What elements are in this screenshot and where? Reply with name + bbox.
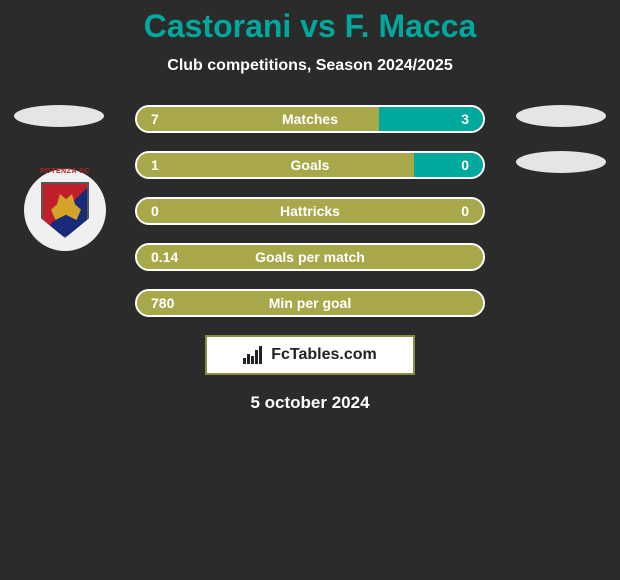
bar-left: [137, 107, 379, 131]
stat-value-left: 0.14: [151, 249, 178, 265]
stat-value-right: 0: [461, 203, 469, 219]
subtitle: Club competitions, Season 2024/2025: [0, 57, 620, 75]
stat-row: 7 Matches 3: [0, 105, 620, 133]
page-title: Castorani vs F. Macca: [0, 8, 620, 45]
stat-value-right: 3: [461, 111, 469, 127]
stat-row: 0 Hattricks 0: [0, 197, 620, 225]
stat-bar: 7 Matches 3: [135, 105, 485, 133]
stats-block: POTENZA SC 7 Matches 3 1 Goals 0: [0, 105, 620, 317]
comparison-card: Castorani vs F. Macca Club competitions,…: [0, 0, 620, 413]
stat-value-left: 1: [151, 157, 159, 173]
date-text: 5 october 2024: [0, 393, 620, 413]
stat-label: Goals: [291, 157, 330, 173]
bars-icon: [243, 346, 265, 364]
brand-box[interactable]: FcTables.com: [205, 335, 415, 375]
stat-value-left: 7: [151, 111, 159, 127]
stat-label: Min per goal: [269, 295, 351, 311]
stat-row: 0.14 Goals per match: [0, 243, 620, 271]
bar-right: [414, 153, 483, 177]
stat-label: Goals per match: [255, 249, 365, 265]
stat-value-right: 0: [461, 157, 469, 173]
stat-bar: 780 Min per goal: [135, 289, 485, 317]
stat-bar: 0 Hattricks 0: [135, 197, 485, 225]
stat-value-left: 780: [151, 295, 174, 311]
stat-label: Hattricks: [280, 203, 340, 219]
stat-bar: 1 Goals 0: [135, 151, 485, 179]
bar-left: [137, 153, 414, 177]
stat-row: 1 Goals 0: [0, 151, 620, 179]
brand-text: FcTables.com: [271, 346, 377, 364]
stat-bar: 0.14 Goals per match: [135, 243, 485, 271]
stat-row: 780 Min per goal: [0, 289, 620, 317]
stat-value-left: 0: [151, 203, 159, 219]
stat-label: Matches: [282, 111, 338, 127]
